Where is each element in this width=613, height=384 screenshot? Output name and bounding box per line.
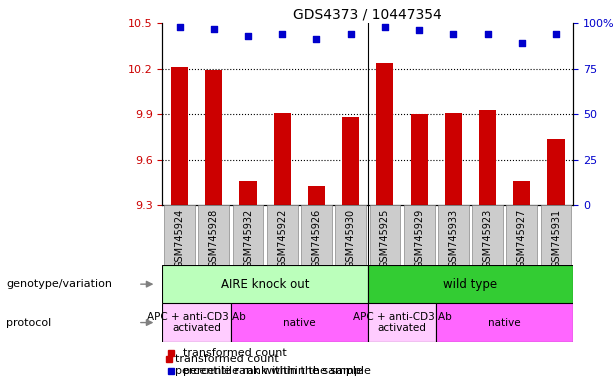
Bar — [273, 113, 291, 205]
Bar — [472, 205, 503, 265]
Point — [414, 27, 424, 33]
Point — [175, 24, 185, 30]
Bar — [376, 63, 394, 205]
Text: GSM745930: GSM745930 — [346, 209, 356, 268]
Bar — [547, 139, 565, 205]
Text: GSM745924: GSM745924 — [175, 209, 185, 268]
Text: percentile rank within the sample: percentile rank within the sample — [183, 366, 371, 376]
Text: APC + anti-CD3 Ab
activated: APC + anti-CD3 Ab activated — [147, 312, 246, 333]
Point — [449, 31, 459, 37]
Text: wild type: wild type — [443, 278, 498, 291]
Point — [277, 31, 287, 37]
Bar — [368, 303, 436, 342]
Text: AIRE knock out: AIRE knock out — [221, 278, 310, 291]
Text: GSM745922: GSM745922 — [277, 209, 287, 268]
Text: GSM745933: GSM745933 — [448, 209, 459, 268]
Point — [551, 31, 561, 37]
Text: GSM745923: GSM745923 — [482, 209, 493, 268]
Bar — [232, 205, 264, 265]
Bar — [506, 205, 537, 265]
Bar — [513, 181, 530, 205]
Point — [209, 25, 219, 31]
Bar — [411, 114, 428, 205]
Text: percentile rank within the sample: percentile rank within the sample — [175, 366, 362, 376]
Bar — [240, 181, 257, 205]
Point — [482, 31, 492, 37]
Bar — [404, 205, 435, 265]
Bar — [205, 70, 223, 205]
Bar — [267, 205, 298, 265]
Text: native: native — [283, 318, 316, 328]
Bar — [301, 205, 332, 265]
Bar — [541, 205, 571, 265]
Bar — [162, 303, 231, 342]
Text: GSM745932: GSM745932 — [243, 209, 253, 268]
Bar — [368, 265, 573, 303]
Text: GSM745926: GSM745926 — [311, 209, 321, 268]
Point — [311, 36, 321, 43]
Bar — [438, 205, 469, 265]
Bar — [445, 113, 462, 205]
Point — [517, 40, 527, 46]
Bar — [370, 205, 400, 265]
Bar — [164, 205, 195, 265]
Point — [380, 24, 390, 30]
Text: GSM745929: GSM745929 — [414, 209, 424, 268]
Point — [346, 31, 356, 37]
Bar — [308, 186, 325, 205]
Bar — [162, 265, 368, 303]
Title: GDS4373 / 10447354: GDS4373 / 10447354 — [294, 8, 442, 22]
Bar — [436, 303, 573, 342]
Text: GSM745928: GSM745928 — [209, 209, 219, 268]
Text: native: native — [489, 318, 521, 328]
Text: APC + anti-CD3 Ab
activated: APC + anti-CD3 Ab activated — [352, 312, 451, 333]
Bar — [231, 303, 368, 342]
Point — [243, 33, 253, 39]
Bar — [171, 67, 188, 205]
Text: GSM745931: GSM745931 — [551, 209, 561, 268]
Text: transformed count: transformed count — [183, 348, 287, 358]
Bar — [199, 205, 229, 265]
Text: transformed count: transformed count — [175, 354, 278, 364]
Text: genotype/variation: genotype/variation — [6, 279, 112, 289]
Text: GSM745925: GSM745925 — [380, 209, 390, 268]
Bar — [479, 110, 496, 205]
Text: GSM745927: GSM745927 — [517, 209, 527, 268]
Bar — [335, 205, 366, 265]
Text: protocol: protocol — [6, 318, 51, 328]
Bar — [342, 117, 359, 205]
